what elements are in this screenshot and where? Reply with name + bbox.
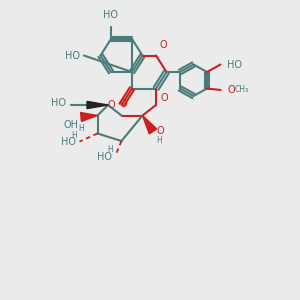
Text: HO: HO (227, 59, 242, 70)
Text: O: O (159, 40, 166, 50)
Text: O: O (107, 100, 115, 110)
Polygon shape (87, 101, 108, 109)
Text: CH₃: CH₃ (235, 85, 249, 94)
Polygon shape (81, 112, 98, 122)
Text: H: H (107, 145, 112, 154)
Text: HO: HO (98, 152, 112, 162)
Text: H: H (71, 131, 76, 140)
Text: HO: HO (65, 50, 80, 61)
Text: H: H (157, 136, 162, 145)
Polygon shape (142, 116, 157, 134)
Text: HO: HO (51, 98, 66, 108)
Text: O: O (227, 85, 235, 95)
Text: HO: HO (61, 136, 76, 147)
Text: H: H (78, 124, 84, 133)
Text: O: O (119, 99, 127, 109)
Text: HO: HO (103, 10, 118, 20)
Text: OH: OH (64, 120, 79, 130)
Text: O: O (157, 126, 164, 136)
Text: O: O (160, 93, 168, 103)
